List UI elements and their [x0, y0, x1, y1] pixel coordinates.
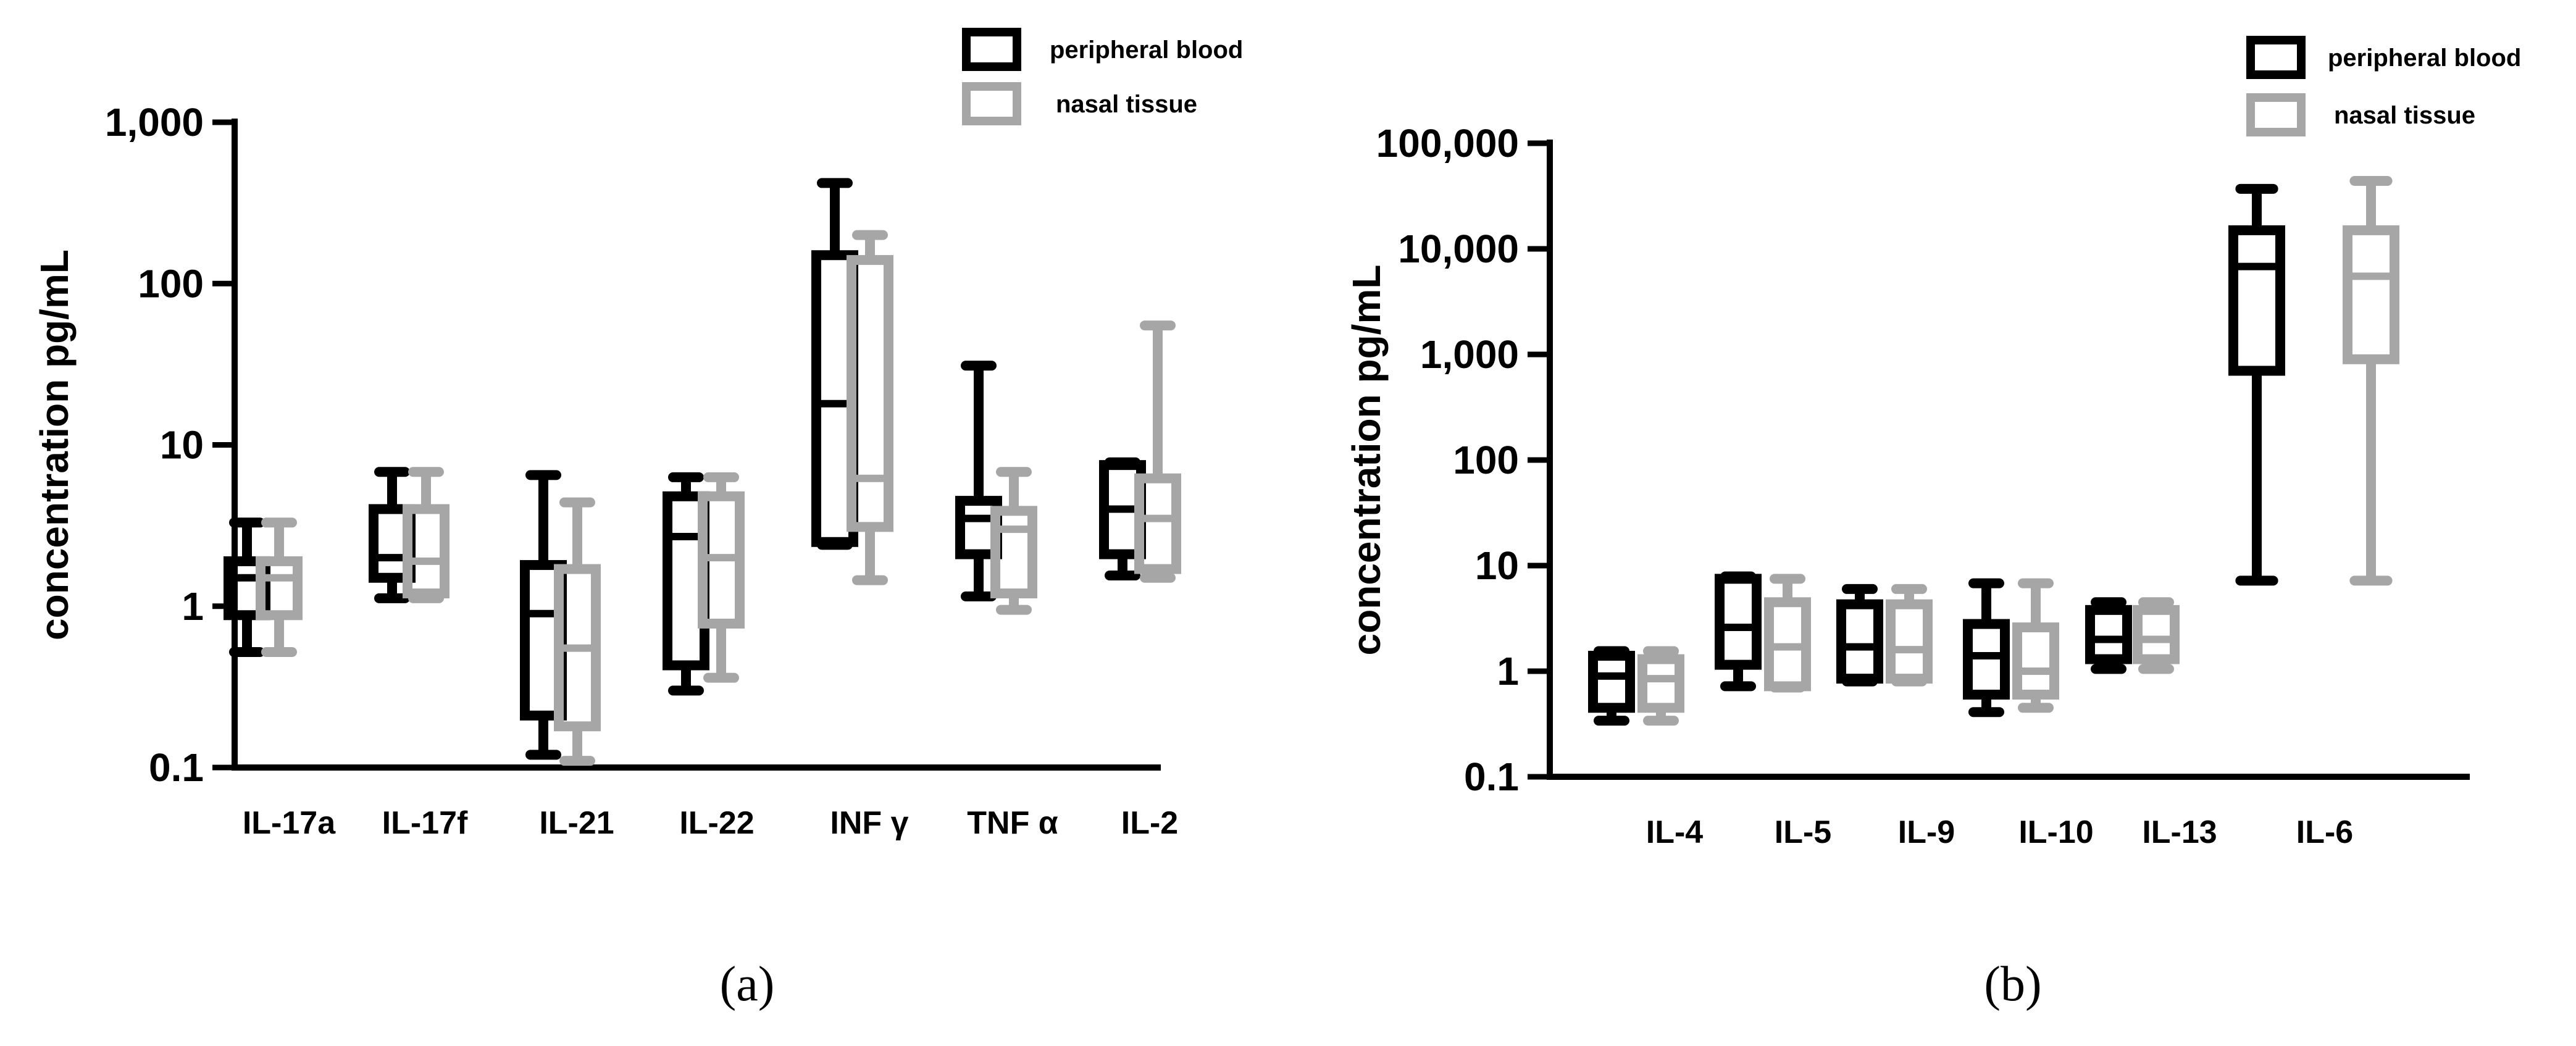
legend-swatch-nasal-tissue — [2246, 93, 2306, 136]
y-tick-label: 0.1 — [149, 745, 204, 790]
box-nasal-tissue-IL-6 — [2343, 175, 2399, 586]
box-peripheral-blood-IL-13 — [2085, 597, 2132, 674]
iqr-box — [1886, 599, 1933, 684]
iqr-box — [2012, 622, 2059, 700]
box-nasal-tissue-IL-5 — [1764, 574, 1811, 693]
box-nasal-tissue-IL-17f — [403, 467, 450, 603]
x-tick-label: IL-22 — [679, 805, 754, 841]
box-peripheral-blood-IL-4 — [1588, 646, 1635, 726]
x-tick-label: IL-10 — [2018, 814, 2093, 850]
iqr-box — [403, 504, 450, 599]
y-tick-label: 1,000 — [105, 100, 204, 144]
y-tick-label: 1 — [182, 584, 204, 629]
panel-caption: (a) — [720, 957, 775, 1011]
x-tick-label: IL-21 — [539, 805, 614, 841]
legend-swatch-peripheral-blood — [2246, 36, 2306, 79]
box-peripheral-blood-IL-10 — [1963, 578, 2010, 718]
x-tick-label: IL-13 — [2142, 814, 2217, 850]
legend-label: peripheral blood — [2328, 44, 2521, 72]
x-tick-label: IL-17a — [243, 805, 336, 841]
x-tick-label: TNF α — [967, 805, 1058, 841]
iqr-box — [990, 506, 1037, 599]
iqr-box — [1637, 654, 1684, 713]
box-peripheral-blood-IL-5 — [1715, 571, 1762, 692]
legend-swatch-peripheral-blood — [962, 28, 1021, 71]
y-tick-label: 100 — [138, 261, 204, 306]
box-nasal-tissue-IL-22 — [698, 472, 745, 683]
box-nasal-tissue-IL-17a — [256, 517, 303, 657]
box-nasal-tissue-IL-2 — [1134, 320, 1181, 583]
iqr-box — [256, 556, 303, 621]
iqr-box — [2228, 225, 2285, 376]
box-nasal-tissue-IL-21 — [554, 497, 601, 766]
iqr-box — [1715, 574, 1762, 670]
box-peripheral-blood-IL-9 — [1836, 584, 1883, 687]
y-tick-label: 1,000 — [1420, 332, 1519, 377]
legend-label: nasal tissue — [2334, 102, 2475, 129]
iqr-box — [847, 255, 893, 532]
box-nasal-tissue-IL-10 — [2012, 578, 2059, 713]
panel-b: 0.1 1 10 100 1,000 10,000 100,000 concentration… — [1344, 36, 2521, 1011]
y-tick-label: 1 — [1497, 649, 1519, 693]
x-tick-label: INF γ — [830, 805, 908, 841]
iqr-box — [1836, 599, 1883, 684]
x-tick-label: IL-2 — [1121, 805, 1178, 841]
iqr-box — [2085, 605, 2132, 664]
iqr-box — [2343, 225, 2399, 364]
x-tick-label: IL-4 — [1646, 814, 1704, 850]
y-axis-title: concentration pg/mL — [1344, 265, 1389, 656]
box-peripheral-blood-IL-6 — [2228, 183, 2285, 586]
y-tick-label: 10 — [1475, 543, 1519, 588]
y-tick-label: 10,000 — [1398, 227, 1519, 271]
x-tick-label: IL-6 — [2296, 814, 2353, 850]
iqr-box — [1134, 473, 1181, 574]
iqr-box — [1588, 651, 1635, 713]
y-tick-label: 100 — [1453, 438, 1519, 482]
x-tick-label: IL-5 — [1775, 814, 1831, 850]
y-axis-title: concentration pg/mL — [32, 249, 77, 640]
box-nasal-tissue-IL-9 — [1886, 584, 1933, 687]
panel-caption: (b) — [1984, 957, 2041, 1011]
iqr-box — [2133, 605, 2180, 664]
box-nasal-tissue-IL-13 — [2133, 597, 2180, 674]
x-tick-label: IL-17f — [382, 805, 468, 841]
box-nasal-tissue-INF-γ — [847, 230, 893, 585]
y-tick-label: 0.1 — [1464, 755, 1519, 799]
y-tick-label: 100,000 — [1376, 121, 1519, 165]
panel-a: 0.1 1 10 100 1,000 concentration pg/mL IL-17a I… — [32, 28, 1243, 1011]
legend-swatch-nasal-tissue — [962, 82, 1021, 125]
legend-label: nasal tissue — [1056, 91, 1197, 118]
box-nasal-tissue-TNF-α — [990, 467, 1037, 615]
x-tick-label: IL-9 — [1898, 814, 1955, 850]
box-nasal-tissue-IL-4 — [1637, 646, 1684, 726]
y-tick-label: 10 — [160, 423, 204, 467]
legend-label: peripheral blood — [1050, 36, 1243, 64]
